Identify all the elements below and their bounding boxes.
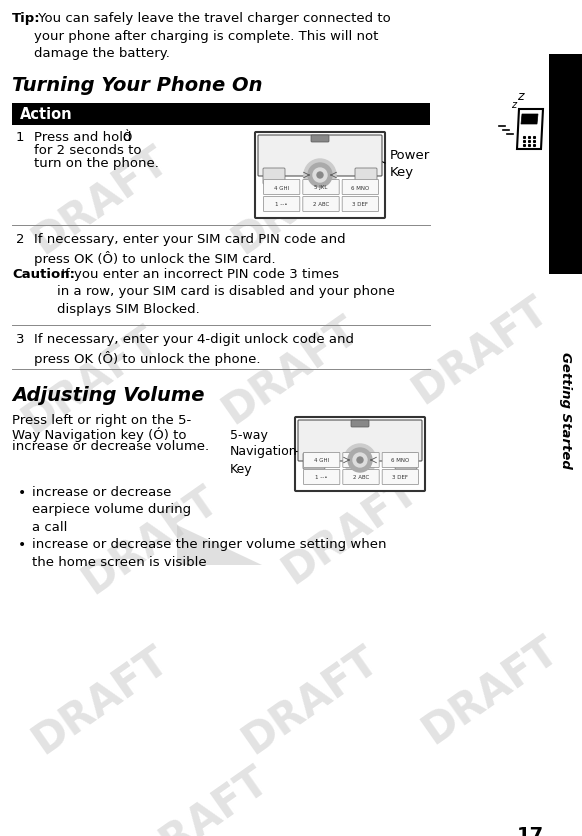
Text: Action: Action	[20, 107, 73, 122]
Text: •: •	[18, 486, 26, 499]
Text: Tip:: Tip:	[12, 12, 41, 25]
Text: for 2 seconds to: for 2 seconds to	[34, 144, 141, 157]
Text: DRAFT: DRAFT	[14, 318, 166, 441]
Text: increase or decrease volume.: increase or decrease volume.	[12, 440, 209, 452]
FancyBboxPatch shape	[298, 421, 422, 461]
Text: 5-way
Navigation
Key: 5-way Navigation Key	[230, 428, 297, 475]
FancyBboxPatch shape	[303, 470, 340, 485]
Text: If you enter an incorrect PIN code 3 times
in a row, your SIM card is disabled a: If you enter an incorrect PIN code 3 tim…	[57, 268, 395, 316]
FancyBboxPatch shape	[311, 135, 329, 143]
Circle shape	[304, 160, 336, 191]
Text: DRAFT: DRAFT	[274, 467, 426, 591]
Text: 1 --•: 1 --•	[315, 475, 328, 480]
Circle shape	[344, 445, 376, 477]
Text: 3: 3	[16, 333, 24, 345]
Text: increase or decrease
earpiece volume during
a call: increase or decrease earpiece volume dur…	[32, 486, 191, 533]
Text: 6 MNO: 6 MNO	[391, 458, 410, 463]
Text: 3 DEF: 3 DEF	[392, 475, 409, 480]
FancyBboxPatch shape	[382, 453, 418, 468]
FancyBboxPatch shape	[258, 135, 382, 176]
Text: DRAFT: DRAFT	[234, 637, 386, 761]
Text: Power
Key: Power Key	[390, 149, 430, 179]
FancyBboxPatch shape	[303, 181, 339, 196]
Polygon shape	[517, 110, 543, 150]
FancyBboxPatch shape	[395, 453, 417, 470]
Circle shape	[353, 453, 367, 467]
Text: DRAFT: DRAFT	[214, 308, 366, 431]
FancyBboxPatch shape	[303, 453, 340, 468]
Text: Caution:: Caution:	[12, 268, 75, 281]
FancyBboxPatch shape	[295, 417, 425, 492]
Text: DRAFT: DRAFT	[224, 138, 376, 262]
Text: If necessary, enter your SIM card PIN code and
press OK (Ô) to unlock the SIM ca: If necessary, enter your SIM card PIN co…	[34, 232, 346, 266]
Text: 2: 2	[16, 232, 24, 246]
Text: Press left or right on the 5-: Press left or right on the 5-	[12, 414, 191, 426]
Text: 2 ABC: 2 ABC	[353, 475, 369, 480]
FancyBboxPatch shape	[342, 197, 378, 212]
Bar	[549, 55, 582, 275]
FancyBboxPatch shape	[343, 453, 379, 468]
Text: DRAFT: DRAFT	[124, 757, 276, 836]
Text: DRAFT: DRAFT	[74, 477, 226, 601]
FancyBboxPatch shape	[303, 453, 325, 470]
Text: 4 GHI: 4 GHI	[274, 186, 289, 191]
FancyBboxPatch shape	[351, 421, 369, 427]
Text: 5 JKL: 5 JKL	[354, 458, 368, 463]
FancyBboxPatch shape	[264, 197, 300, 212]
Text: You can safely leave the travel charger connected to
your phone after charging i: You can safely leave the travel charger …	[34, 12, 391, 60]
FancyBboxPatch shape	[355, 169, 377, 185]
Text: 17: 17	[516, 825, 544, 836]
Text: increase or decrease the ringer volume setting when
the home screen is visible: increase or decrease the ringer volume s…	[32, 538, 386, 568]
Text: 6 MNO: 6 MNO	[351, 186, 370, 191]
Text: 1: 1	[16, 131, 24, 144]
Text: 5 JKL: 5 JKL	[314, 186, 328, 191]
FancyBboxPatch shape	[264, 181, 300, 196]
FancyBboxPatch shape	[342, 181, 378, 196]
Text: 4 GHI: 4 GHI	[314, 458, 329, 463]
Text: Getting Started: Getting Started	[559, 351, 572, 468]
Circle shape	[348, 448, 372, 472]
Polygon shape	[177, 525, 262, 565]
Text: 2 ABC: 2 ABC	[313, 202, 329, 207]
Text: Turning Your Phone On: Turning Your Phone On	[12, 76, 262, 95]
Circle shape	[317, 173, 323, 179]
Text: DRAFT: DRAFT	[414, 627, 566, 751]
Text: 1 --•: 1 --•	[275, 202, 288, 207]
Text: DRAFT: DRAFT	[24, 637, 176, 761]
FancyBboxPatch shape	[382, 470, 418, 485]
Text: turn on the phone.: turn on the phone.	[34, 157, 159, 170]
Polygon shape	[521, 115, 538, 125]
Text: If necessary, enter your 4-digit unlock code and
press OK (Ô) to unlock the phon: If necessary, enter your 4-digit unlock …	[34, 333, 354, 366]
Text: Way Navigation key (Ó) to: Way Navigation key (Ó) to	[12, 426, 186, 441]
FancyBboxPatch shape	[343, 470, 379, 485]
Text: 3 DEF: 3 DEF	[352, 202, 368, 207]
Bar	[12, 104, 430, 126]
FancyBboxPatch shape	[255, 133, 385, 219]
Text: Ò: Ò	[122, 131, 132, 144]
Circle shape	[313, 169, 327, 183]
Text: •: •	[18, 538, 26, 551]
Circle shape	[308, 164, 332, 188]
Circle shape	[357, 457, 363, 463]
FancyBboxPatch shape	[263, 169, 285, 185]
FancyBboxPatch shape	[303, 197, 339, 212]
Text: DRAFT: DRAFT	[24, 138, 176, 262]
Text: z: z	[517, 90, 523, 103]
Text: Press and hold: Press and hold	[34, 131, 136, 144]
Text: z: z	[511, 99, 516, 110]
Text: Adjusting Volume: Adjusting Volume	[12, 385, 204, 405]
Text: DRAFT: DRAFT	[404, 288, 556, 411]
